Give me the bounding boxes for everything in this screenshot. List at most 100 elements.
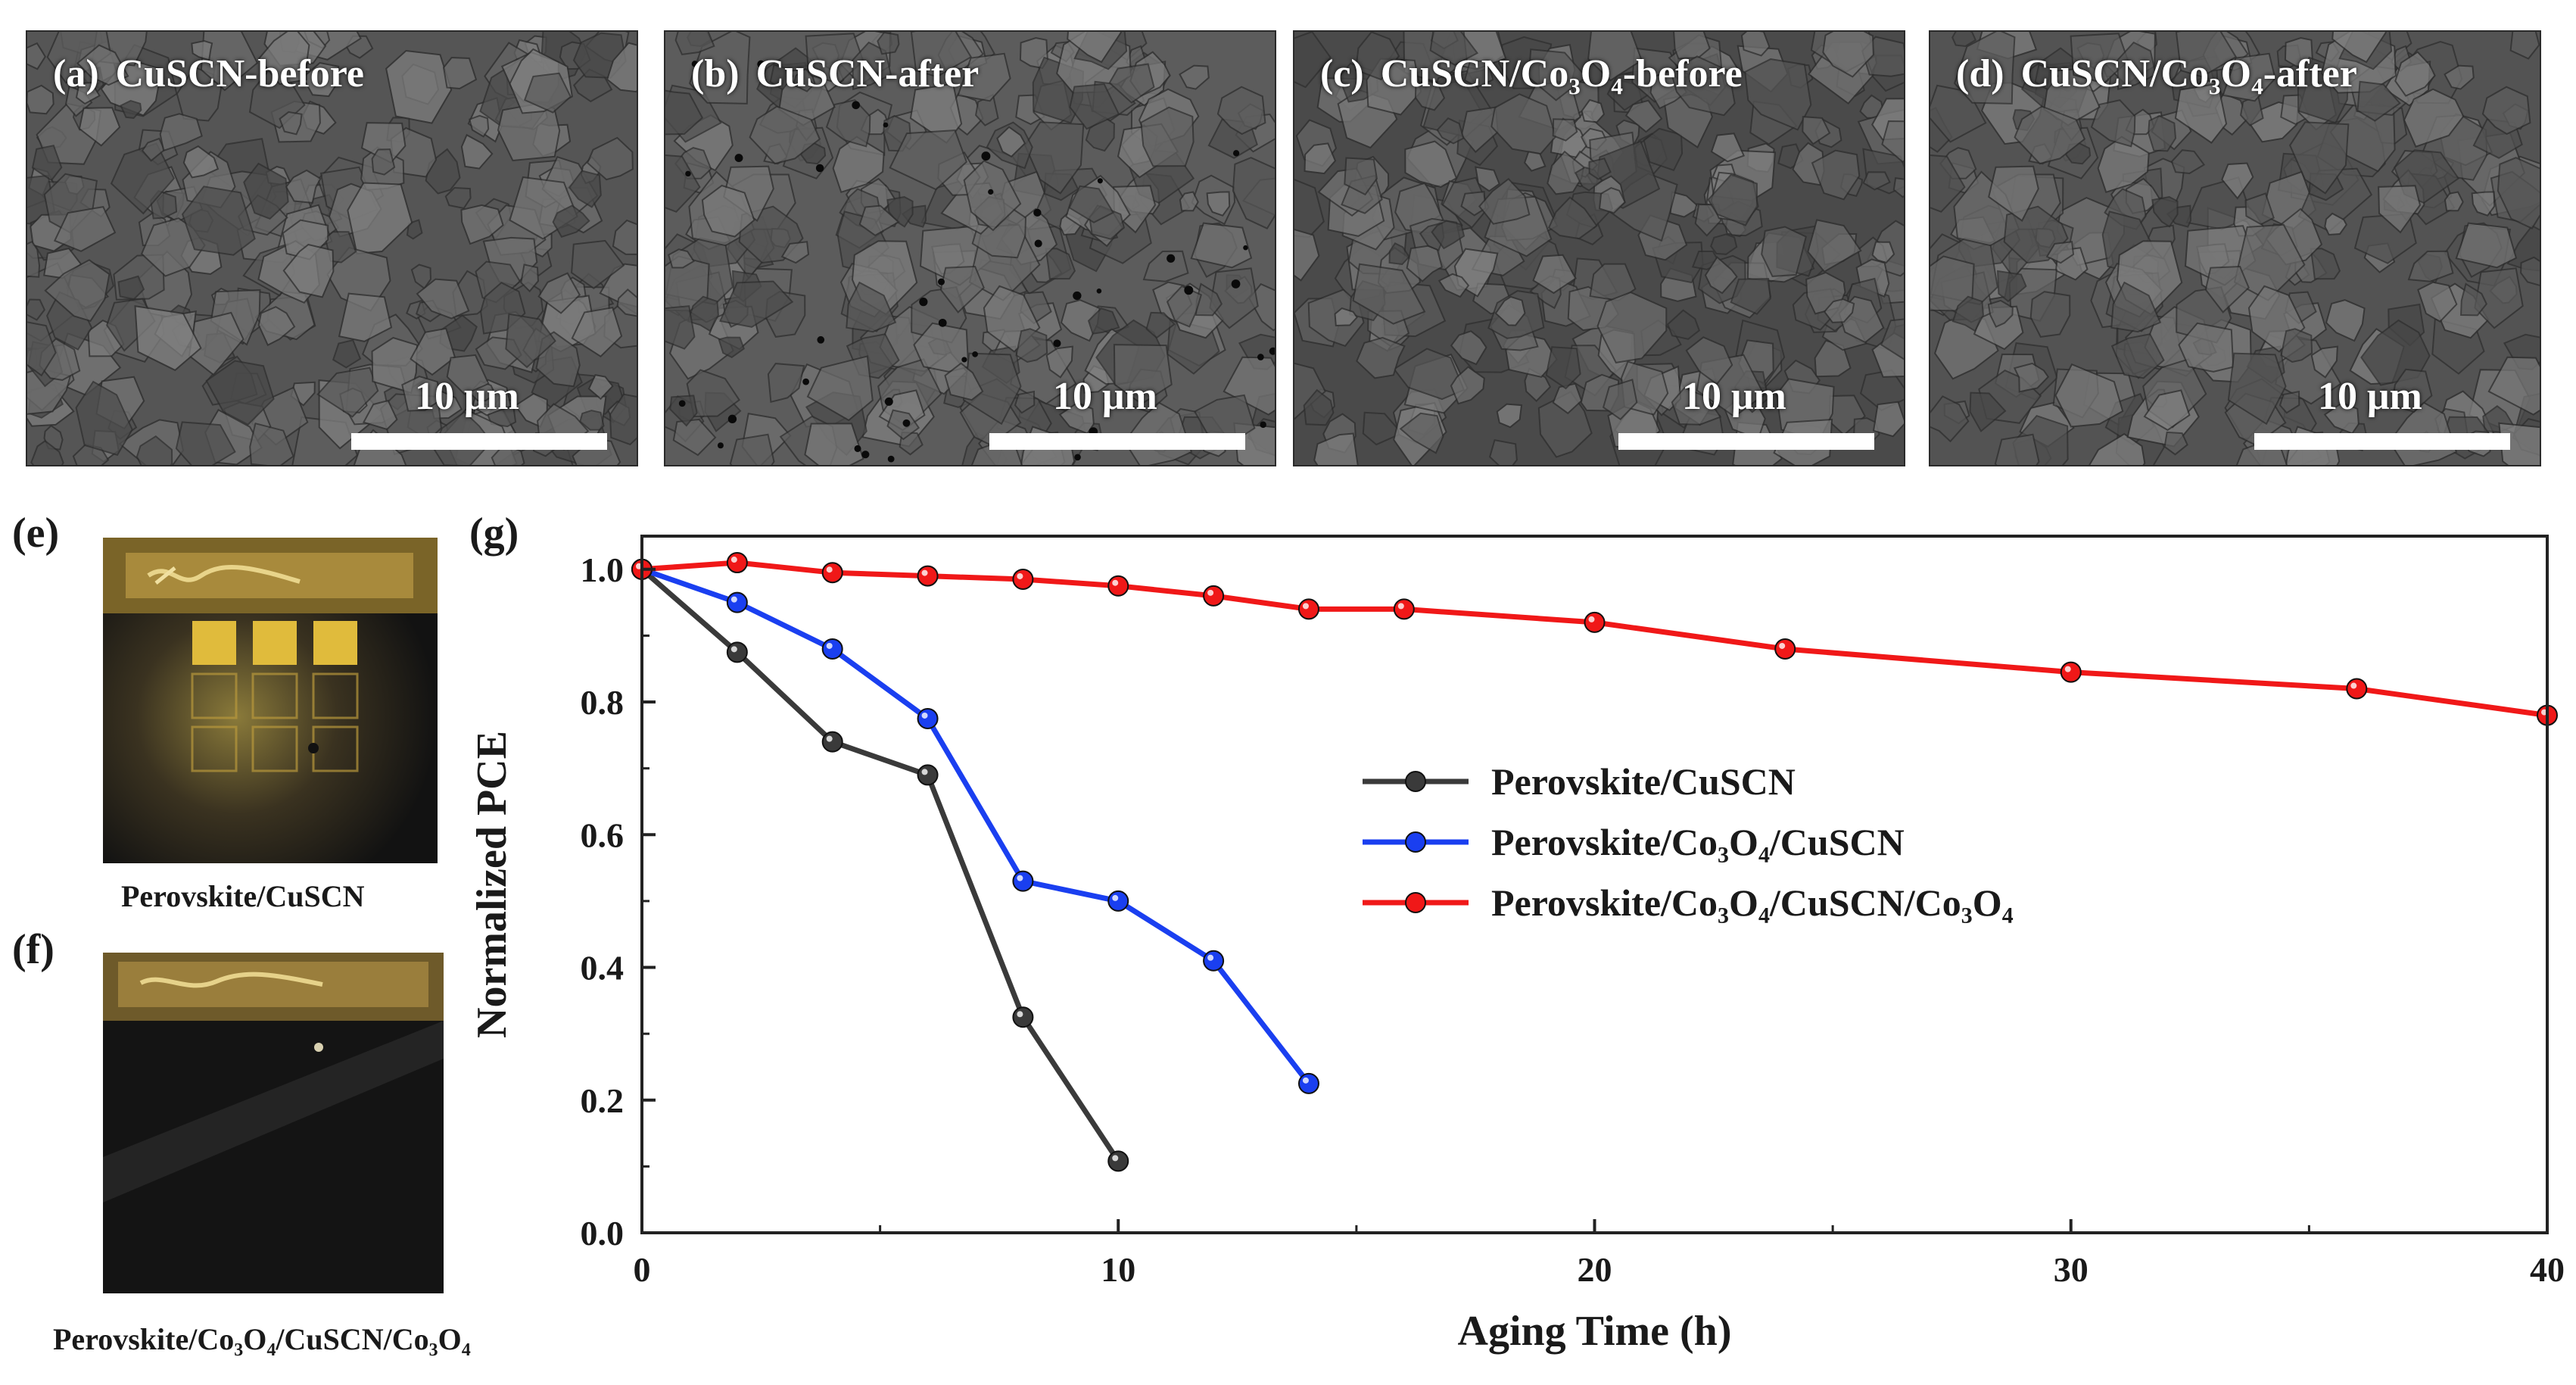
- sem-grain: [686, 369, 740, 418]
- sem-grain: [1450, 366, 1485, 405]
- sem-pinhole: [691, 61, 698, 67]
- sem-grain: [1068, 185, 1115, 223]
- series-1-point: [917, 707, 939, 729]
- sem-grain: [1532, 254, 1578, 295]
- sem-grain: [1388, 242, 1410, 266]
- sem-grain: [2174, 83, 2228, 144]
- sem-grain: [2394, 51, 2436, 97]
- point-highlight: [2350, 682, 2357, 689]
- sem-grain: [719, 280, 794, 328]
- sem-grain: [1140, 106, 1195, 167]
- sem-grain: [2029, 291, 2071, 338]
- caption-f: Perovskite/Co₃O₄/CuSCN/Co₃O₄: [53, 1322, 471, 1356]
- sem-grain: [285, 169, 322, 204]
- sem-grain: [1537, 391, 1593, 458]
- sem-grain: [1436, 117, 1465, 145]
- point-highlight: [826, 566, 833, 573]
- sem-grain: [2178, 322, 2235, 373]
- sem-grain: [1598, 187, 1627, 214]
- sem-grain: [1431, 220, 1466, 250]
- sem-title-c: CuSCN/Co₃O₄-before: [1380, 52, 1743, 95]
- sem-grain: [1045, 345, 1073, 379]
- sem-pinhole: [972, 351, 978, 357]
- sem-pinhole: [1260, 421, 1266, 429]
- sem-grain: [1670, 55, 1736, 117]
- sem-grain: [210, 289, 261, 346]
- sem-grain: [767, 363, 805, 404]
- sem-grain: [1450, 330, 1487, 366]
- panel-letter-e: (e): [12, 510, 60, 557]
- sem-pinhole: [815, 164, 824, 173]
- sem-grain: [27, 240, 41, 278]
- y-tick-label: 0.8: [581, 683, 625, 722]
- sem-grain: [1496, 403, 1523, 429]
- point-highlight: [1112, 579, 1119, 586]
- sem-grain: [2509, 32, 2540, 60]
- sem-grain: [586, 136, 634, 181]
- device-photo-f: [103, 953, 444, 1293]
- point-highlight: [730, 557, 737, 563]
- sem-grain: [159, 113, 203, 152]
- sem-grain: [1060, 299, 1101, 342]
- sem-grain: [27, 321, 57, 377]
- sem-grain: [1528, 48, 1587, 101]
- sem-grain: [2014, 105, 2086, 165]
- sem-grain: [1707, 173, 1758, 226]
- sem-grain: [1179, 191, 1199, 212]
- sem-panel-c: (c) CuSCN/Co₃O₄-before 10 μm: [1293, 30, 1905, 466]
- sem-pinhole: [1053, 339, 1061, 348]
- sem-grain: [385, 49, 453, 124]
- sem-grain: [1872, 401, 1904, 438]
- sem-grain: [1685, 336, 1733, 385]
- point-highlight: [826, 735, 833, 742]
- sem-image-b: [665, 32, 1275, 465]
- sem-grain: [446, 354, 490, 395]
- sem-grain: [2070, 33, 2129, 85]
- sem-pinhole: [961, 357, 967, 363]
- series-line-1: [640, 566, 1311, 1086]
- sem-grain: [672, 418, 717, 457]
- sem-grain: [2163, 431, 2188, 456]
- series-line-2: [641, 560, 2548, 719]
- point-highlight: [1207, 954, 1214, 961]
- x-axis-title: Aging Time (h): [1458, 1308, 1732, 1355]
- sem-grain: [1862, 171, 1891, 191]
- sem-grain: [2324, 212, 2347, 236]
- series-2-point: [917, 565, 939, 587]
- y-tick-label: 0.4: [581, 949, 625, 987]
- sem-grain: [665, 305, 696, 350]
- sem-grain: [1429, 32, 1479, 66]
- sem-pinhole: [1034, 239, 1042, 248]
- sem-grain: [996, 126, 1026, 158]
- sem-grain: [1488, 438, 1518, 465]
- series-2-point: [1584, 611, 1606, 633]
- sem-pinhole: [854, 445, 861, 452]
- sem-title-d: CuSCN/Co₃O₄-after: [2020, 52, 2357, 95]
- sem-grain: [1313, 432, 1359, 465]
- sem-grain: [1085, 117, 1115, 152]
- sem-grain: [1294, 32, 1332, 89]
- sem-grain: [135, 435, 173, 465]
- sem-grain: [520, 264, 540, 293]
- sem-grain: [1344, 157, 1378, 196]
- sem-grain: [442, 56, 478, 90]
- sem-image-d: [1930, 32, 2540, 465]
- sem-grain: [1015, 328, 1048, 363]
- sem-grain: [587, 373, 614, 401]
- y-tick-label: 0.6: [581, 816, 625, 854]
- sem-grain: [1581, 98, 1606, 123]
- sem-grain: [1045, 248, 1076, 280]
- sem-grain: [1478, 177, 1531, 225]
- sem-grain: [1666, 309, 1700, 340]
- series-2-point: [1393, 598, 1415, 620]
- sem-letter-b: (b): [691, 52, 740, 95]
- legend-swatch-marker-1: [1405, 831, 1426, 853]
- sem-pinhole: [817, 335, 825, 344]
- series-1-point: [1203, 950, 1225, 972]
- caption-e: Perovskite/CuSCN: [121, 879, 365, 913]
- sem-grain: [2325, 299, 2366, 342]
- sem-grain: [1880, 318, 1904, 360]
- sem-grain: [825, 99, 871, 148]
- sem-grain: [1356, 336, 1406, 379]
- sem-grain: [2460, 282, 2487, 317]
